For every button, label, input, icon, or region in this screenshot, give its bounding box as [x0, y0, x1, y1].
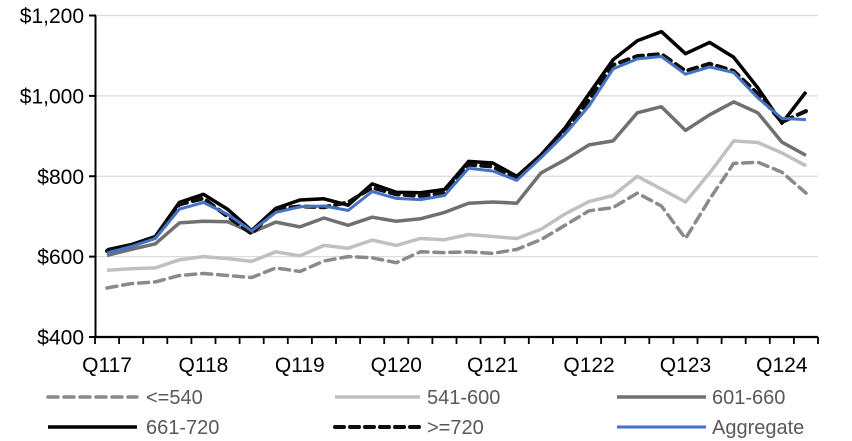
- x-axis-label: Q117: [82, 354, 132, 377]
- y-axis-label: $600: [37, 246, 84, 269]
- legend-label: 601-660: [712, 387, 785, 409]
- x-axis-label: Q122: [563, 354, 614, 377]
- legend-label: >=720: [427, 417, 484, 439]
- x-axis-label: Q118: [179, 354, 229, 377]
- legend-label: <=540: [146, 387, 203, 409]
- series-line-661-720: [106, 29, 808, 252]
- y-axis-label: $1,000: [20, 85, 84, 108]
- series-line--540: [105, 160, 808, 290]
- series-line-aggregate: [106, 55, 807, 255]
- y-axis-label: $1,200: [20, 5, 84, 28]
- x-axis-label: Q120: [371, 354, 422, 377]
- y-axis-label: $400: [37, 327, 84, 350]
- series-line-601-660: [106, 100, 807, 258]
- series-line-541-600: [106, 139, 807, 273]
- legend-label: Aggregate: [712, 417, 804, 439]
- x-axis-label: Q124: [756, 354, 808, 377]
- legend-label: 661-720: [146, 417, 219, 439]
- x-axis-label: Q123: [660, 354, 711, 377]
- x-axis-label: Q119: [275, 354, 325, 377]
- x-axis-label: Q121: [467, 354, 518, 377]
- legend-label: 541-600: [427, 387, 500, 409]
- y-axis-label: $800: [37, 166, 84, 189]
